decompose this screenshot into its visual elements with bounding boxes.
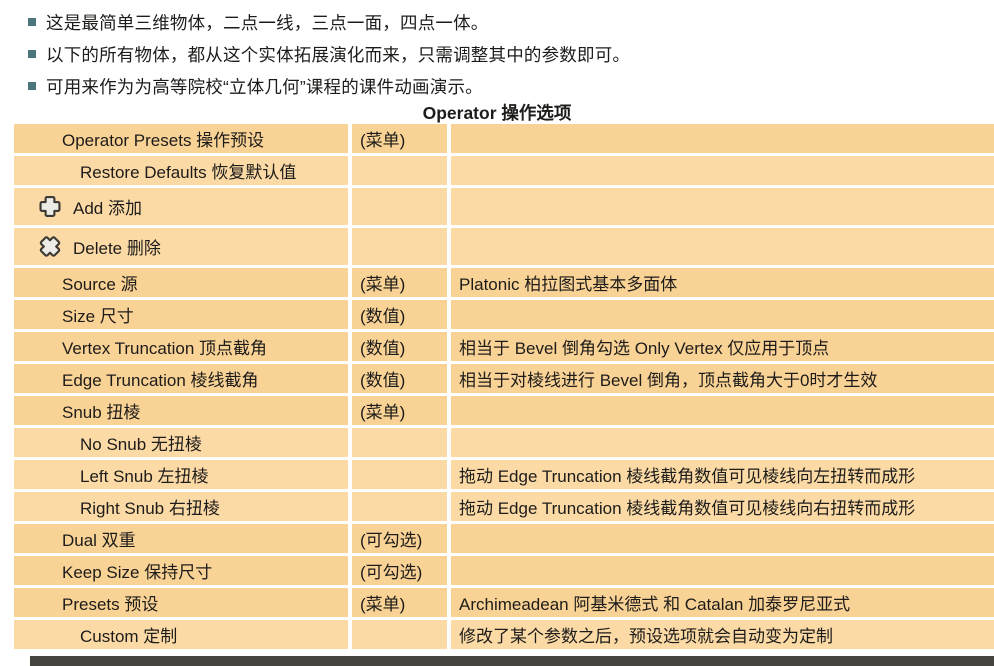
option-label: Operator Presets 操作预设 xyxy=(62,131,265,150)
option-label: Right Snub 右扭棱 xyxy=(80,499,220,518)
note-text: 以下的所有物体，都从这个实体拓展演化而来，只需调整其中的参数即可。 xyxy=(46,44,631,65)
cell-control-type xyxy=(352,620,447,649)
cell-control-type: (可勾选) xyxy=(352,524,447,553)
note-item: 可用来作为为高等院校“立体几何”课程的课件动画演示。 xyxy=(28,70,994,102)
table-row: Dual 双重 (可勾选) xyxy=(14,524,994,553)
cell-control-type: (数值) xyxy=(352,300,447,329)
note-text: 这是最简单三维物体，二点一线，三点一面，四点一体。 xyxy=(46,12,489,33)
table-row: Presets 预设 (菜单) Archimeadean 阿基米德式 和 Cat… xyxy=(14,588,994,617)
cell-option: Snub 扭棱 xyxy=(14,396,348,425)
cell-control-type: (菜单) xyxy=(352,588,447,617)
cell-option: Restore Defaults 恢复默认值 xyxy=(14,156,348,185)
table-row: Custom 定制 修改了某个参数之后，预设选项就会自动变为定制 xyxy=(14,620,994,649)
cell-control-type xyxy=(352,188,447,225)
option-label: Keep Size 保持尺寸 xyxy=(62,563,213,582)
cell-description xyxy=(451,556,994,585)
option-label: Restore Defaults 恢复默认值 xyxy=(80,163,297,182)
note-item: 这是最简单三维物体，二点一线，三点一面，四点一体。 xyxy=(28,6,994,38)
cell-control-type xyxy=(352,492,447,521)
cell-description xyxy=(451,124,994,153)
cell-control-type: (菜单) xyxy=(352,268,447,297)
cell-option: Custom 定制 xyxy=(14,620,348,649)
cell-option: Vertex Truncation 顶点截角 xyxy=(14,332,348,361)
note-text: 可用来作为为高等院校“立体几何”课程的课件动画演示。 xyxy=(46,76,483,97)
option-label: No Snub 无扭棱 xyxy=(80,435,202,454)
cell-description: 相当于对棱线进行 Bevel 倒角，顶点截角大于0时才生效 xyxy=(451,364,994,393)
cell-description xyxy=(451,188,994,225)
table-row: Source 源 (菜单) Platonic 柏拉图式基本多面体 xyxy=(14,268,994,297)
option-label: Vertex Truncation 顶点截角 xyxy=(62,339,268,358)
cell-description xyxy=(451,228,994,265)
cell-control-type xyxy=(352,460,447,489)
table-row: No Snub 无扭棱 xyxy=(14,428,994,457)
next-section-header-bar xyxy=(30,656,994,666)
table-row: Size 尺寸 (数值) xyxy=(14,300,994,329)
cell-description: Archimeadean 阿基米德式 和 Catalan 加泰罗尼亚式 xyxy=(451,588,994,617)
cell-option: No Snub 无扭棱 xyxy=(14,428,348,457)
cell-description xyxy=(451,156,994,185)
cell-option: Delete 删除 xyxy=(14,228,348,265)
cell-control-type xyxy=(352,228,447,265)
option-label: Source 源 xyxy=(62,275,138,294)
option-label: Custom 定制 xyxy=(80,627,178,646)
option-label: Add 添加 xyxy=(73,199,142,218)
cell-option: Right Snub 右扭棱 xyxy=(14,492,348,521)
option-label: Dual 双重 xyxy=(62,531,136,550)
cell-control-type: (可勾选) xyxy=(352,556,447,585)
option-label: Delete 删除 xyxy=(73,239,161,258)
option-label: Edge Truncation 棱线截角 xyxy=(62,371,259,390)
option-label: Presets 预设 xyxy=(62,595,159,614)
cell-description: Platonic 柏拉图式基本多面体 xyxy=(451,268,994,297)
cell-option: Dual 双重 xyxy=(14,524,348,553)
notes-list: 这是最简单三维物体，二点一线，三点一面，四点一体。 以下的所有物体，都从这个实体… xyxy=(0,0,994,102)
option-label: Left Snub 左扭棱 xyxy=(80,467,209,486)
table-row: Restore Defaults 恢复默认值 xyxy=(14,156,994,185)
cell-option: Left Snub 左扭棱 xyxy=(14,460,348,489)
table-row: Vertex Truncation 顶点截角 (数值) 相当于 Bevel 倒角… xyxy=(14,332,994,361)
cell-description xyxy=(451,396,994,425)
cell-description: 相当于 Bevel 倒角勾选 Only Vertex 仅应用于顶点 xyxy=(451,332,994,361)
note-item: 以下的所有物体，都从这个实体拓展演化而来，只需调整其中的参数即可。 xyxy=(28,38,994,70)
cell-control-type: (菜单) xyxy=(352,124,447,153)
cell-description xyxy=(451,300,994,329)
bullet-square-icon xyxy=(28,82,36,90)
cell-description: 拖动 Edge Truncation 棱线截角数值可见棱线向左扭转而成形 xyxy=(451,460,994,489)
cell-description xyxy=(451,524,994,553)
table-row: Left Snub 左扭棱 拖动 Edge Truncation 棱线截角数值可… xyxy=(14,460,994,489)
table-row: Right Snub 右扭棱 拖动 Edge Truncation 棱线截角数值… xyxy=(14,492,994,521)
cell-option: Size 尺寸 xyxy=(14,300,348,329)
cell-control-type: (数值) xyxy=(352,332,447,361)
cell-control-type xyxy=(352,428,447,457)
operator-options-table: Operator Presets 操作预设 (菜单) Restore Defau… xyxy=(14,124,994,652)
cell-option: Source 源 xyxy=(14,268,348,297)
cell-option: Add 添加 xyxy=(14,188,348,225)
table-row: Delete 删除 xyxy=(14,228,994,265)
table-row: Keep Size 保持尺寸 (可勾选) xyxy=(14,556,994,585)
cell-option: Edge Truncation 棱线截角 xyxy=(14,364,348,393)
option-label: Size 尺寸 xyxy=(62,307,134,326)
cell-description: 修改了某个参数之后，预设选项就会自动变为定制 xyxy=(451,620,994,649)
table-row: Snub 扭棱 (菜单) xyxy=(14,396,994,425)
cell-option: Presets 预设 xyxy=(14,588,348,617)
bullet-square-icon xyxy=(28,50,36,58)
table-row: Edge Truncation 棱线截角 (数值) 相当于对棱线进行 Bevel… xyxy=(14,364,994,393)
cell-description: 拖动 Edge Truncation 棱线截角数值可见棱线向右扭转而成形 xyxy=(451,492,994,521)
table-row: Add 添加 xyxy=(14,188,994,225)
bullet-square-icon xyxy=(28,18,36,26)
cell-control-type: (数值) xyxy=(352,364,447,393)
table-title: Operator 操作选项 xyxy=(422,103,572,123)
table-row: Operator Presets 操作预设 (菜单) xyxy=(14,124,994,153)
plus-icon xyxy=(36,193,64,220)
cell-control-type xyxy=(352,156,447,185)
cell-control-type: (菜单) xyxy=(352,396,447,425)
option-label: Snub 扭棱 xyxy=(62,403,141,422)
delete-x-icon xyxy=(36,233,64,260)
cell-description xyxy=(451,428,994,457)
cell-option: Keep Size 保持尺寸 xyxy=(14,556,348,585)
cell-option: Operator Presets 操作预设 xyxy=(14,124,348,153)
